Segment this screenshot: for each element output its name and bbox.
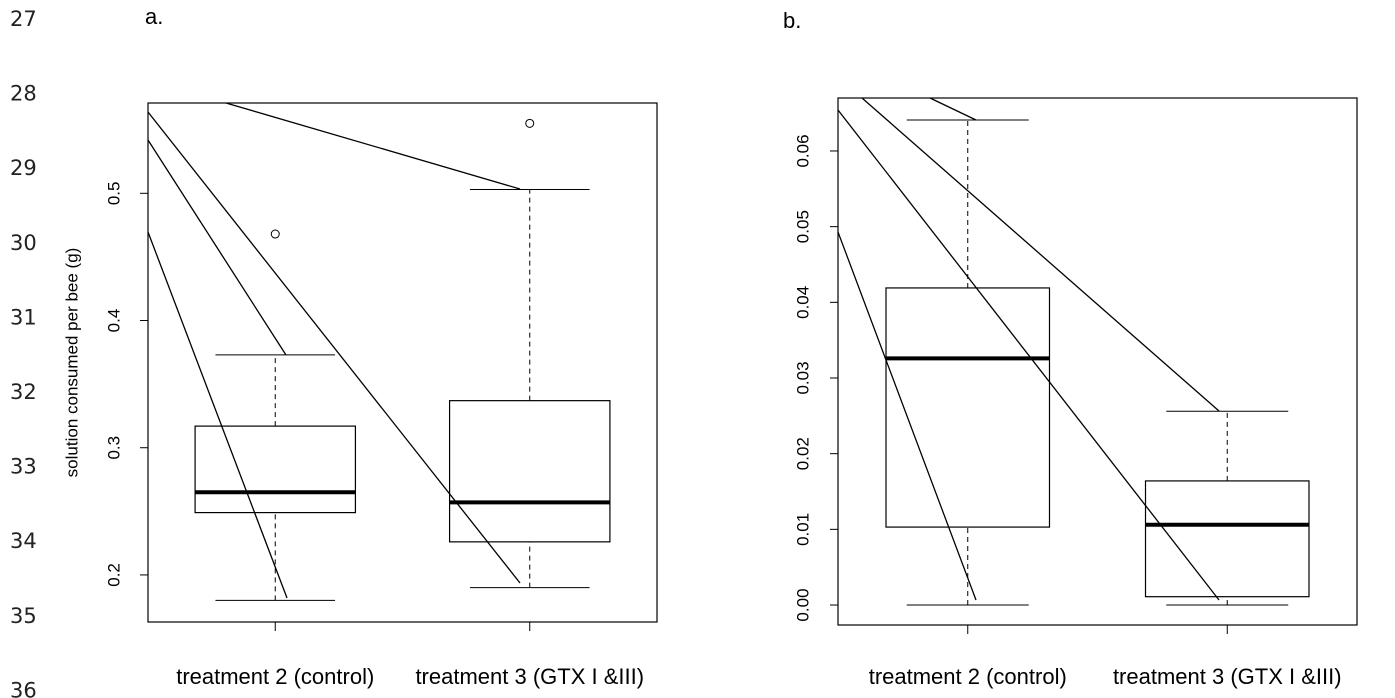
x-tick-label: treatment 2 (control) (176, 664, 374, 689)
line-number: 31 (10, 305, 37, 329)
line-number: 29 (10, 156, 37, 180)
line-number: 36 (10, 678, 37, 698)
strike-line (225, 102, 521, 190)
line-number: 28 (10, 82, 37, 106)
line-number: 32 (10, 380, 37, 404)
strike-line (147, 139, 287, 356)
strike-line (861, 97, 1220, 412)
y-tick-label: 0.02 (793, 437, 812, 470)
x-tick-label: treatment 2 (control) (869, 664, 1067, 689)
box (1144, 480, 1310, 598)
line-number: 33 (10, 455, 37, 479)
outlier (525, 118, 535, 128)
strike-lines (147, 97, 1220, 601)
y-tick-label: 0.4 (104, 309, 123, 333)
y-tick-label: 0.3 (104, 436, 123, 460)
line-number: 30 (10, 231, 37, 255)
strike-line (837, 109, 1220, 601)
y-tick-label: 0.04 (793, 286, 812, 319)
plot-frame (147, 102, 658, 623)
panel-label: a. (145, 4, 163, 29)
line-number: 34 (10, 529, 37, 553)
line-number: 27 (10, 7, 37, 31)
box (885, 287, 1051, 528)
y-tick-label: 0.2 (104, 563, 123, 587)
y-tick-label: 0.06 (793, 134, 812, 167)
y-tick-label: 0.00 (793, 588, 812, 621)
panel-label: b. (783, 8, 801, 33)
y-axis-label: solution consumed per bee (g) (62, 248, 81, 478)
outlier (270, 229, 280, 239)
y-tick-label: 0.03 (793, 361, 812, 394)
box (448, 400, 611, 543)
x-tick-label: treatment 3 (GTX I &III) (415, 664, 644, 689)
line-number: 35 (10, 604, 37, 628)
plot-frame (837, 97, 1358, 626)
strike-line (147, 231, 288, 599)
x-tick-label: treatment 3 (GTX I &III) (1113, 664, 1342, 689)
chart-panel: a. solution consumed per bee (g) 0.2 0.3 0.4… (62, 4, 658, 689)
strike-line (837, 231, 977, 601)
chart-panel: b. 0.00 0.01 0.02 0.03 0.04 0.05 0.06 treatment … (783, 8, 1358, 689)
box (194, 425, 357, 514)
y-tick-label: 0.05 (793, 210, 812, 243)
y-tick-label: 0.5 (104, 181, 123, 205)
y-tick-label: 0.01 (793, 513, 812, 546)
strike-line (929, 97, 977, 121)
strike-line (147, 111, 521, 584)
